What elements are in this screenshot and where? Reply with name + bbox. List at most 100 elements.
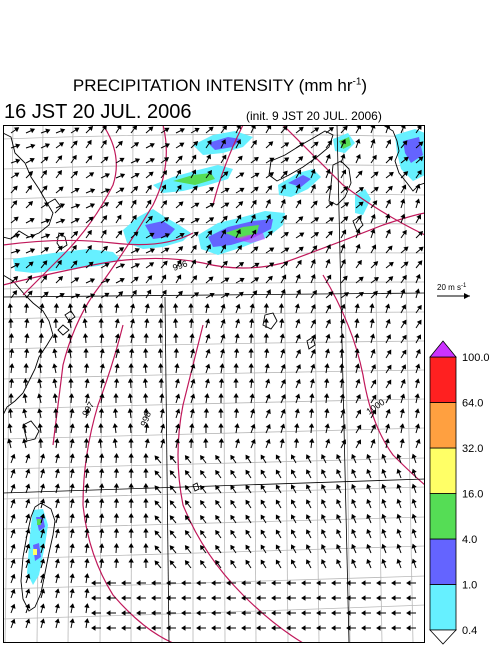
wind-vector-head: [84, 543, 90, 548]
wind-vector-head: [321, 514, 326, 520]
wind-vector-head: [355, 228, 361, 234]
wind-vector-head: [290, 559, 296, 565]
wind-vector-head: [218, 423, 224, 428]
wind-vector-head: [131, 214, 137, 220]
wind-vector-head: [39, 468, 46, 474]
wind-vector-head: [22, 378, 29, 383]
wind-vector-head: [357, 259, 362, 266]
wind-vector-head: [158, 318, 164, 323]
wind-vector-head: [366, 513, 372, 520]
wind-vector-head: [414, 378, 420, 384]
wind-vector-head: [254, 262, 260, 268]
wind-vector-head: [279, 438, 285, 444]
wind-vector-head: [162, 260, 168, 266]
wind-vector-head: [415, 363, 421, 369]
wind-vector-head: [309, 438, 315, 443]
wind-vector-head: [245, 454, 251, 460]
wind-vector-head: [361, 625, 366, 631]
wind-vector-head: [293, 438, 300, 443]
wind-vector-head: [236, 139, 241, 145]
wind-vector-head: [265, 198, 271, 205]
wind-vector-head: [343, 186, 349, 192]
wind-vector-head: [98, 558, 105, 563]
wind-vector-head: [396, 558, 402, 564]
wind-vector-head: [386, 199, 391, 205]
wind-vector-head: [175, 423, 181, 429]
wind-vector-head: [290, 514, 296, 520]
wind-vector-head: [280, 408, 286, 414]
wind-vector-head: [366, 468, 372, 475]
wind-vector-head: [52, 363, 58, 369]
wind-vector-head: [143, 453, 149, 458]
colorbar-level: 4.0: [462, 534, 477, 546]
wind-vector-head: [174, 378, 180, 384]
wind-vector-head: [215, 529, 220, 536]
wind-vector-head: [54, 618, 60, 624]
wind-vector-head: [134, 172, 140, 178]
wind-vector-head: [226, 610, 231, 616]
wind-vector-head: [218, 408, 224, 413]
wind-vector-head: [230, 559, 236, 565]
wind-vector-head: [189, 408, 195, 414]
wind-vector-head: [98, 513, 105, 518]
wind-vector-head: [67, 318, 73, 324]
wind-vector-head: [336, 454, 342, 460]
wind-vector-head: [10, 603, 16, 609]
wind-vector-head: [147, 215, 153, 221]
wind-vector-head: [290, 499, 296, 505]
wind-vector-head: [189, 423, 195, 428]
wind-vector-head: [144, 303, 150, 309]
wind-vector-head: [114, 363, 120, 369]
wind-vector-head: [290, 469, 296, 475]
wind-vector-head: [119, 173, 126, 179]
wind-vector-head: [245, 514, 251, 520]
wind-vector-head: [29, 128, 36, 134]
wind-vector-head: [44, 143, 51, 149]
wind-vector-head: [222, 260, 228, 266]
wind-vector-head: [99, 348, 105, 354]
wind-vector-head: [113, 513, 120, 518]
wind-vector-head: [83, 438, 90, 443]
wind-vector-head: [336, 499, 342, 505]
wind-vector-head: [154, 455, 160, 461]
wind-vector-head: [192, 275, 198, 281]
wind-vector-head: [98, 423, 104, 428]
wind-vector-head: [102, 245, 108, 251]
colorbar-bin: [429, 356, 457, 403]
wind-vector-head: [88, 216, 94, 222]
coastlines: [3, 125, 425, 612]
wind-vector-head: [200, 515, 205, 521]
wind-vector-head: [403, 156, 409, 162]
wind-vector-head: [254, 172, 260, 178]
wind-vector-head: [57, 155, 63, 161]
colorbar-underflow: [429, 629, 457, 645]
wind-vector-head: [233, 408, 240, 413]
colorbar-bin: [429, 538, 457, 585]
wind-vector-head: [415, 438, 421, 444]
wind-vector-head: [406, 580, 411, 586]
wind-vector-head: [118, 247, 125, 253]
wind-vector-head: [10, 453, 16, 459]
wind-vector-head: [265, 378, 271, 384]
wind-vector-head: [191, 154, 197, 160]
wind-vector-head: [385, 303, 391, 309]
wind-vector-head: [321, 484, 326, 490]
wind-vector-head: [284, 157, 290, 163]
wind-vector-head: [306, 499, 311, 505]
wind-vector-head: [84, 558, 90, 563]
wind-vector-head: [169, 530, 175, 536]
wind-vector-head: [396, 528, 402, 534]
wind-vector-head: [200, 545, 205, 551]
wind-vector-head: [204, 378, 210, 384]
wind-vector-head: [336, 469, 342, 475]
wind-vector-head: [53, 423, 60, 428]
wind-vector-head: [84, 423, 90, 428]
wind-vector-head: [234, 438, 241, 444]
wind-vector-head: [60, 128, 66, 134]
wind-vector-head: [223, 171, 229, 177]
wind-vector-head: [280, 363, 286, 369]
wind-vector-head: [188, 318, 195, 323]
wind-vector-head: [39, 303, 45, 309]
wind-vector-head: [169, 515, 175, 521]
wind-vector-head: [161, 184, 167, 190]
